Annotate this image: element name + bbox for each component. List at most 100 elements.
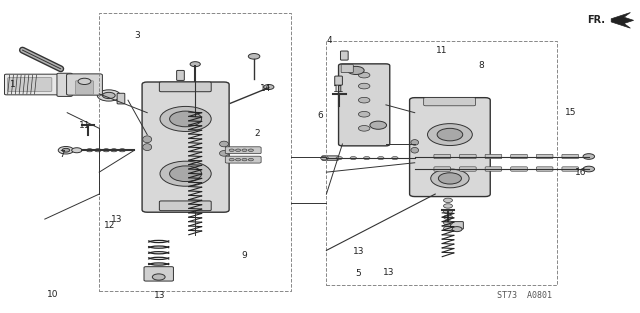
Circle shape — [229, 158, 234, 161]
Text: 16: 16 — [575, 168, 587, 177]
FancyBboxPatch shape — [485, 154, 502, 159]
FancyBboxPatch shape — [460, 154, 476, 159]
FancyBboxPatch shape — [511, 167, 527, 171]
Circle shape — [364, 156, 370, 160]
Circle shape — [348, 66, 364, 74]
FancyBboxPatch shape — [67, 74, 102, 95]
Text: 14: 14 — [260, 84, 271, 93]
Text: 1: 1 — [10, 80, 15, 89]
Circle shape — [358, 83, 370, 89]
Circle shape — [358, 126, 370, 131]
FancyBboxPatch shape — [8, 78, 52, 91]
Circle shape — [444, 204, 452, 208]
FancyBboxPatch shape — [144, 267, 173, 281]
Text: 5: 5 — [356, 269, 361, 278]
Text: 15: 15 — [565, 108, 577, 117]
Circle shape — [111, 149, 117, 152]
Circle shape — [58, 146, 74, 154]
Circle shape — [229, 149, 234, 151]
Ellipse shape — [411, 140, 419, 145]
FancyBboxPatch shape — [536, 154, 553, 159]
FancyBboxPatch shape — [341, 64, 353, 73]
Text: 12: 12 — [104, 221, 116, 230]
Circle shape — [444, 215, 452, 219]
Circle shape — [264, 85, 274, 90]
Text: 8: 8 — [479, 61, 484, 70]
Text: 13: 13 — [383, 268, 394, 277]
Circle shape — [438, 173, 461, 184]
FancyBboxPatch shape — [460, 167, 476, 171]
Ellipse shape — [220, 141, 228, 147]
Circle shape — [583, 154, 595, 159]
FancyBboxPatch shape — [485, 167, 502, 171]
Text: 10: 10 — [47, 290, 58, 299]
FancyBboxPatch shape — [434, 154, 451, 159]
FancyBboxPatch shape — [159, 82, 211, 92]
FancyBboxPatch shape — [322, 156, 339, 160]
Circle shape — [102, 92, 115, 99]
Circle shape — [431, 169, 469, 188]
Circle shape — [95, 149, 101, 152]
Text: 11: 11 — [436, 46, 447, 54]
Circle shape — [248, 158, 253, 161]
Circle shape — [78, 78, 91, 85]
FancyBboxPatch shape — [76, 81, 93, 95]
Circle shape — [190, 62, 200, 67]
Circle shape — [358, 111, 370, 117]
Polygon shape — [611, 13, 634, 28]
FancyBboxPatch shape — [225, 156, 261, 163]
Text: 11: 11 — [333, 85, 345, 94]
Circle shape — [236, 149, 241, 151]
Circle shape — [170, 166, 202, 182]
Circle shape — [160, 106, 211, 131]
FancyBboxPatch shape — [142, 82, 229, 212]
FancyBboxPatch shape — [117, 93, 125, 104]
FancyBboxPatch shape — [424, 98, 476, 106]
Circle shape — [437, 128, 463, 141]
Circle shape — [62, 148, 70, 152]
Circle shape — [236, 158, 241, 161]
Text: 13: 13 — [353, 247, 364, 255]
Circle shape — [370, 121, 387, 129]
FancyBboxPatch shape — [410, 98, 490, 197]
FancyBboxPatch shape — [177, 70, 184, 80]
Circle shape — [358, 72, 370, 78]
Circle shape — [170, 111, 202, 127]
Text: ST73  A0801: ST73 A0801 — [497, 291, 552, 300]
Text: 9: 9 — [242, 251, 247, 260]
FancyBboxPatch shape — [562, 167, 579, 171]
FancyBboxPatch shape — [225, 147, 261, 154]
Circle shape — [444, 209, 452, 214]
FancyBboxPatch shape — [340, 51, 348, 60]
Ellipse shape — [411, 147, 419, 153]
Ellipse shape — [143, 144, 152, 151]
Circle shape — [242, 149, 247, 151]
Circle shape — [103, 149, 109, 152]
Circle shape — [248, 54, 260, 59]
Circle shape — [72, 148, 82, 153]
Circle shape — [152, 274, 165, 280]
Text: 4: 4 — [327, 36, 332, 45]
FancyBboxPatch shape — [511, 154, 527, 159]
Ellipse shape — [143, 136, 152, 143]
FancyBboxPatch shape — [57, 73, 72, 96]
Text: 6: 6 — [317, 111, 323, 120]
Circle shape — [119, 149, 125, 152]
FancyBboxPatch shape — [335, 76, 342, 85]
Circle shape — [452, 227, 462, 232]
FancyBboxPatch shape — [339, 64, 390, 146]
FancyBboxPatch shape — [451, 222, 463, 229]
Circle shape — [444, 198, 452, 203]
Circle shape — [392, 156, 398, 160]
FancyBboxPatch shape — [159, 201, 211, 211]
Circle shape — [444, 221, 452, 225]
Text: 13: 13 — [111, 215, 122, 224]
Circle shape — [583, 166, 595, 172]
Circle shape — [358, 97, 370, 103]
Circle shape — [242, 158, 247, 161]
Text: 3: 3 — [135, 32, 140, 40]
Text: 11: 11 — [79, 121, 91, 130]
Circle shape — [350, 156, 356, 160]
FancyBboxPatch shape — [434, 167, 451, 171]
Circle shape — [378, 156, 384, 160]
